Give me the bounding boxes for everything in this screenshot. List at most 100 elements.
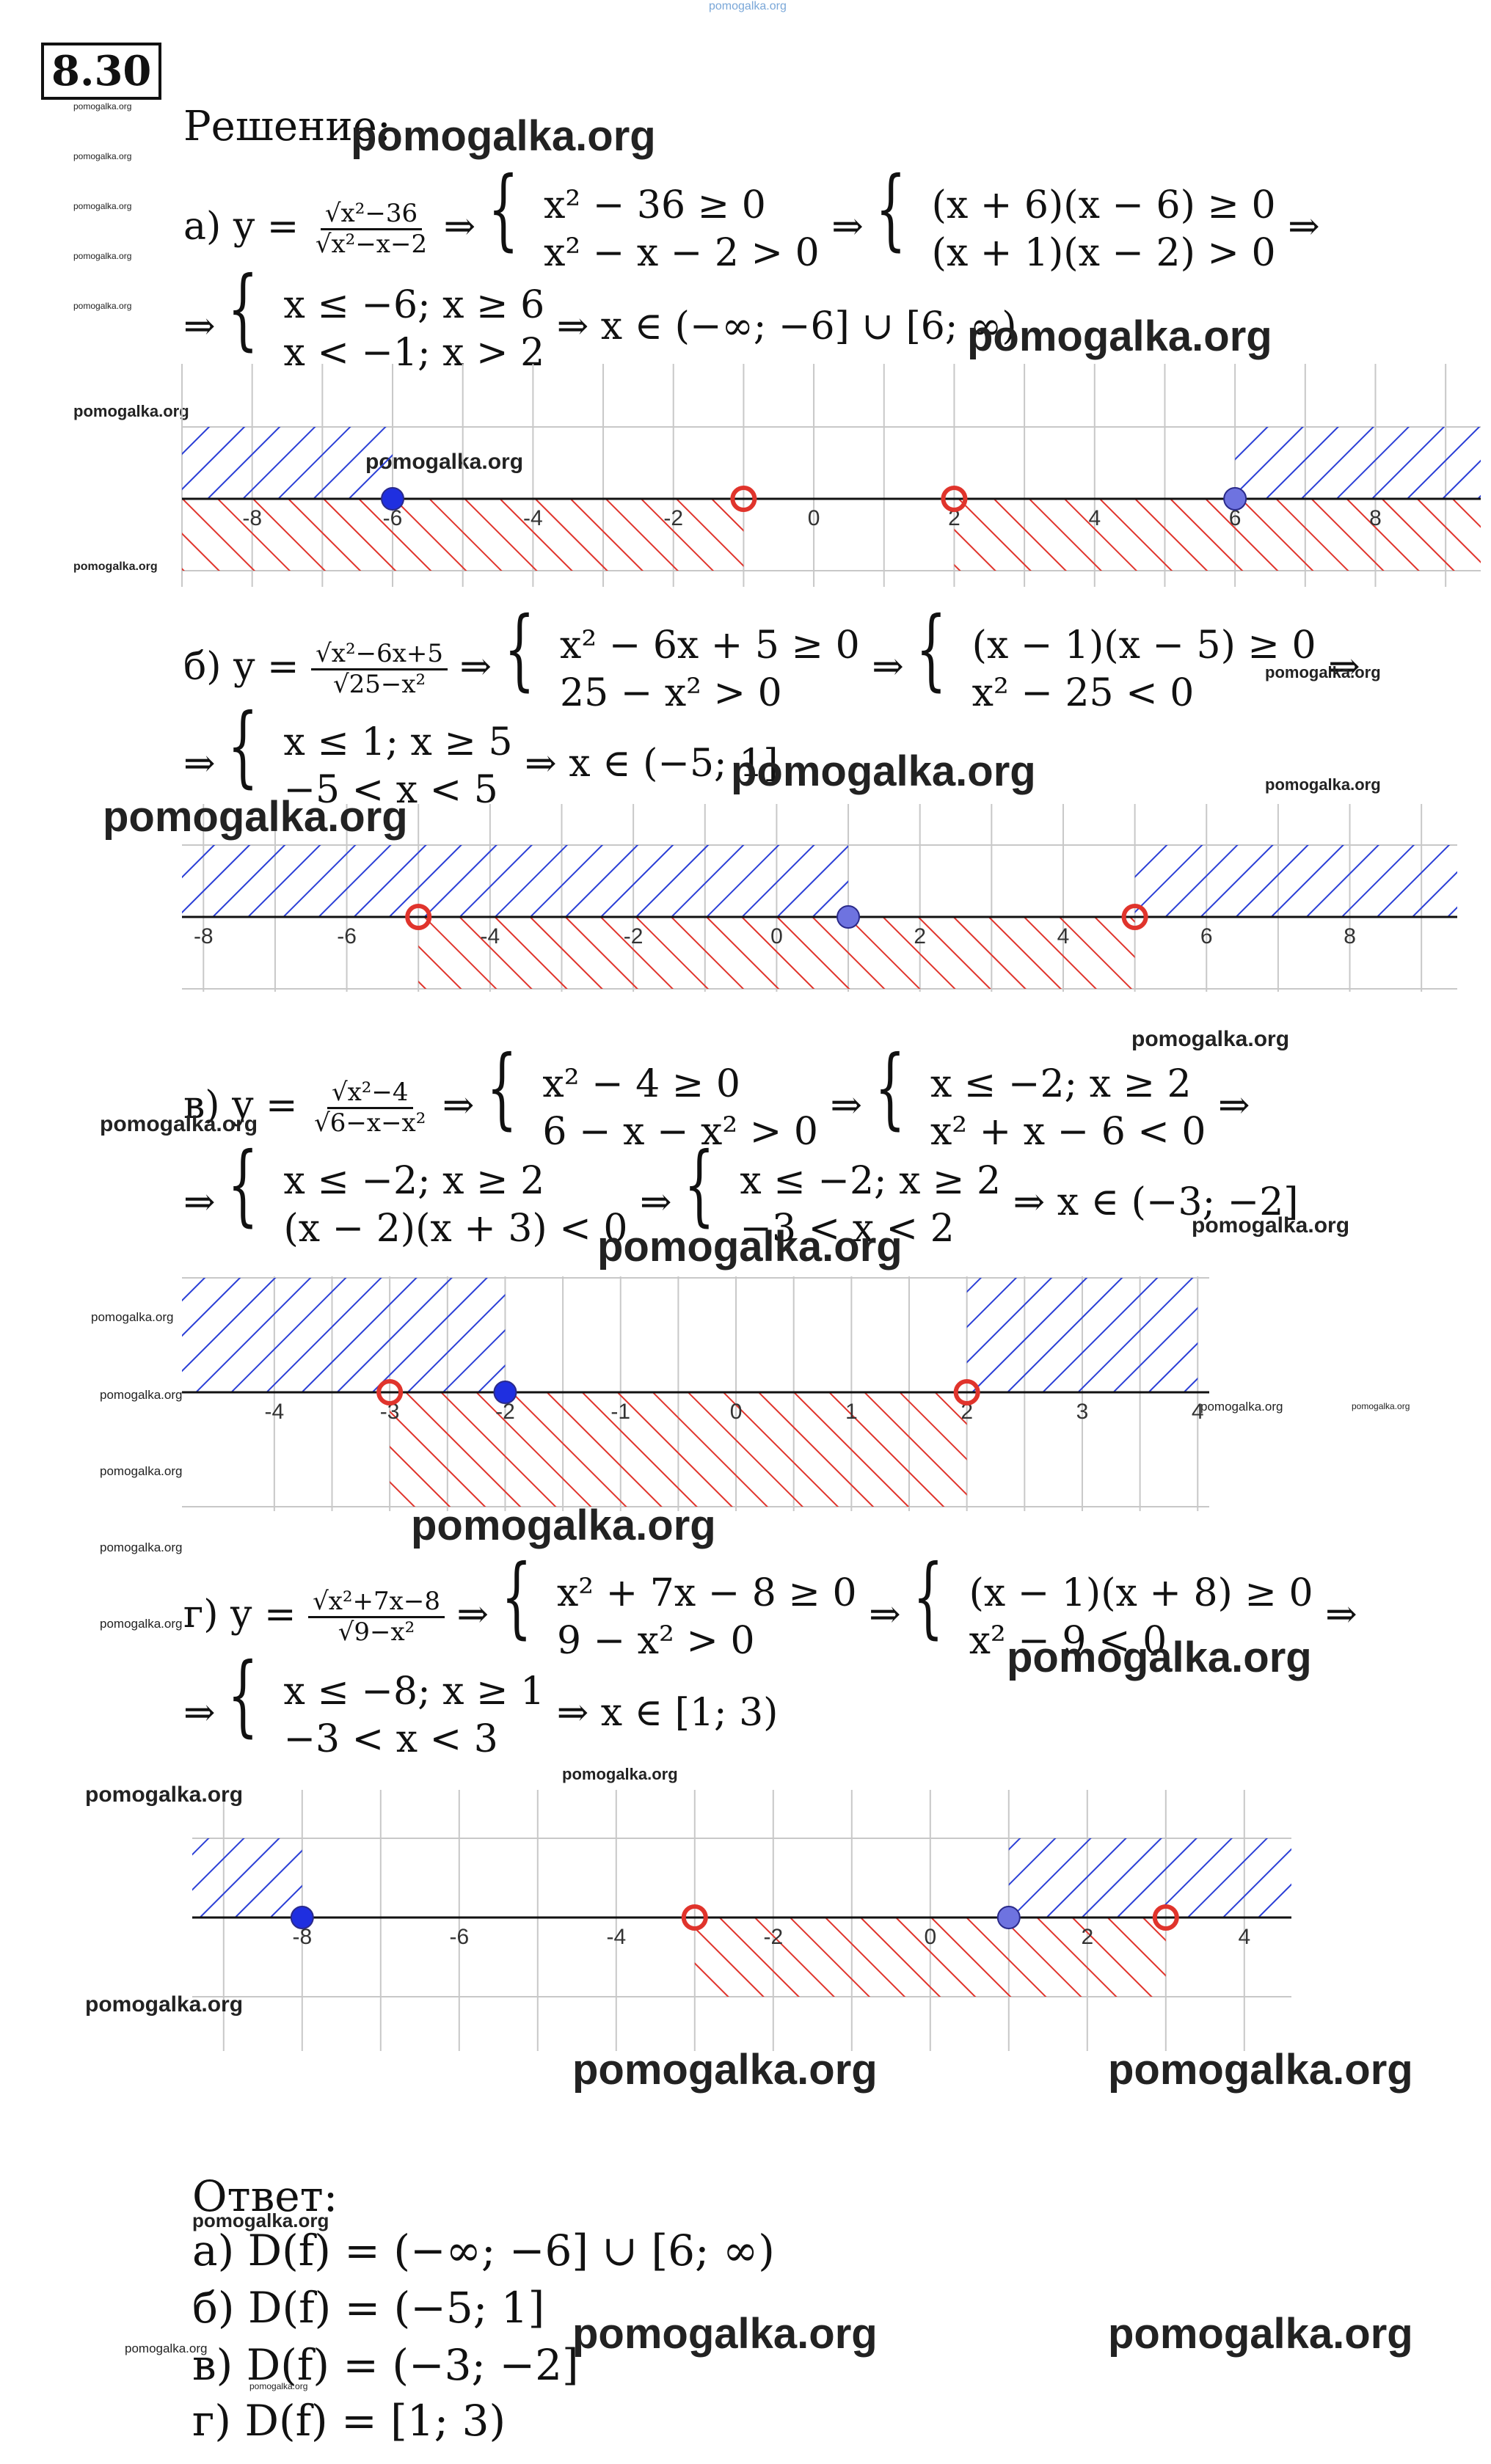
filled-point	[836, 905, 861, 929]
part-a-system-1: x² − 36 ≥ 0 x² − x − 2 > 0	[544, 183, 820, 275]
watermark: pomogalka.org	[1108, 2046, 1413, 2094]
tick-label: 8	[1369, 506, 1382, 530]
part-a-fraction: √x²−36 √x²−x−2	[311, 199, 431, 259]
watermark: pomogalka.org	[1265, 663, 1381, 681]
part-c-fraction: √x²−4 √6−x−x²	[314, 1077, 426, 1138]
part-d-fraction: √x²+7x−8 √9−x²	[308, 1587, 445, 1647]
part-d-system-2: (x − 1)(x + 8) ≥ 0 x² − 9 < 0	[969, 1571, 1313, 1663]
tick-label: 0	[770, 924, 783, 948]
tick-label: -4	[606, 1925, 626, 1949]
part-a-definition: а) y = √x²−36 √x²−x−2 ⇒ {x² − 36 ≥ 0 x² − …	[183, 166, 1320, 277]
watermark: pomogalka.org	[100, 1388, 183, 1402]
open-point	[405, 904, 432, 930]
denominator: √x²−x−2	[315, 230, 428, 259]
part-c-solution: ⇒ {x ≤ −2; x ≥ 2 (x − 2)(x + 3) < 0 ⇒ {x …	[183, 1141, 1299, 1253]
watermark: pomogalka.org	[73, 560, 158, 573]
tick-label: -4	[481, 924, 500, 948]
watermark: pomogalka.org	[100, 1617, 183, 1631]
watermark: pomogalka.org	[1352, 1401, 1410, 1411]
red-hatch-region	[390, 1392, 967, 1507]
filled-point	[381, 487, 405, 511]
part-a-result: ⇒ x ∈ (−∞; −6] ∪ [6; ∞)	[556, 304, 1017, 348]
watermark: pomogalka.org	[1108, 2310, 1413, 2358]
tick-label: -8	[242, 506, 262, 530]
part-b-result: ⇒ x ∈ (−5; 1]	[525, 742, 779, 786]
part-b-solution: ⇒ {x ≤ 1; x ≥ 5 −5 < x < 5 ⇒ x ∈ (−5; 1]	[183, 703, 778, 814]
tick-label: 8	[1344, 924, 1356, 948]
part-b-definition: б) y = √x²−6x+5 √25−x² ⇒ {x² − 6x + 5 ≥ 0…	[183, 606, 1360, 717]
tick-label: -4	[523, 506, 543, 530]
watermark: pomogalka.org	[572, 2046, 878, 2094]
part-c-result: ⇒ x ∈ (−3; −2]	[1013, 1180, 1299, 1224]
watermark: pomogalka.org	[100, 1540, 183, 1554]
answer-c: в) D(f) = (−3; −2]	[192, 2340, 579, 2390]
open-point	[681, 1904, 708, 1931]
part-a-system-2: (x + 6)(x − 6) ≥ 0 (x + 1)(x − 2) > 0	[931, 183, 1276, 275]
tick-label: -2	[624, 924, 644, 948]
watermark: pomogalka.org	[103, 793, 408, 841]
red-hatch-region	[418, 917, 1135, 989]
watermark: pomogalka.org	[1265, 775, 1381, 794]
tick-label: -1	[610, 1400, 630, 1424]
open-point	[1152, 1904, 1179, 1931]
watermark: pomogalka.org	[1192, 1213, 1350, 1238]
blue-hatch-region	[966, 1278, 1198, 1392]
watermark: pomogalka.org	[572, 2310, 878, 2358]
part-c-system-2: x ≤ −2; x ≥ 2 x² + x − 6 < 0	[930, 1061, 1206, 1154]
filled-point	[996, 1906, 1021, 1929]
watermark: pomogalka.org	[73, 402, 189, 420]
watermark: pomogalka.org	[91, 1310, 174, 1324]
tick-label: -2	[663, 506, 683, 530]
filled-point	[1223, 487, 1247, 511]
watermark: pomogalka.org	[1200, 1400, 1283, 1414]
part-b-system-3: x ≤ 1; x ≥ 5 −5 < x < 5	[283, 720, 513, 812]
tick-label: 1	[845, 1400, 858, 1424]
tick-label: 0	[924, 1925, 936, 1949]
tick-label: -4	[264, 1400, 284, 1424]
watermark: pomogalka.org	[100, 1464, 183, 1478]
part-d-label: г)	[183, 1593, 219, 1637]
watermark: pomogalka.org	[73, 201, 132, 211]
watermark: pomogalka.org	[100, 1112, 258, 1136]
watermark: pomogalka.org	[73, 101, 132, 111]
red-hatch-region	[182, 499, 744, 571]
open-point	[953, 1379, 980, 1405]
tick-label: 2	[948, 506, 960, 530]
watermark: pomogalka.org	[73, 151, 132, 161]
watermark: pomogalka.org	[85, 1783, 244, 1807]
part-c-label: в)	[183, 1083, 220, 1127]
watermark: pomogalka.org	[731, 747, 1036, 795]
tick-label: -6	[449, 1925, 469, 1949]
watermark: pomogalka.org	[1131, 1027, 1290, 1051]
numerator: √x²−36	[320, 199, 423, 230]
watermark: pomogalka.org	[85, 1992, 244, 2017]
watermark: pomogalka.org	[249, 2381, 308, 2391]
part-b-system-2: (x − 1)(x − 5) ≥ 0 x² − 25 < 0	[971, 623, 1316, 715]
red-hatch-region	[954, 499, 1481, 571]
tick-label: 2	[914, 924, 926, 948]
tick-label: 4	[1088, 506, 1101, 530]
answer-d: г) D(f) = [1; 3)	[192, 2396, 506, 2446]
tick-label: 4	[1057, 924, 1070, 948]
tick-label: 6	[1229, 506, 1242, 530]
tick-label: 2	[1081, 1925, 1093, 1949]
tick-label: 0	[808, 506, 820, 530]
watermark: pomogalka.org	[562, 1765, 678, 1783]
tick-label: 0	[730, 1400, 743, 1424]
part-d-solution: ⇒ {x ≤ −8; x ≥ 1 −3 < x < 3 ⇒ x ∈ [1; 3)	[183, 1652, 778, 1763]
watermark-top: pomogalka.org	[709, 0, 787, 12]
part-c-system-3: x ≤ −2; x ≥ 2 (x − 2)(x + 3) < 0	[283, 1158, 628, 1251]
part-d-result: ⇒ x ∈ [1; 3)	[556, 1691, 779, 1735]
part-b-system-1: x² − 6x + 5 ≥ 0 25 − x² > 0	[560, 623, 860, 715]
watermark: pomogalka.org	[411, 1502, 716, 1549]
watermark: pomogalka.org	[1007, 1634, 1312, 1681]
blue-hatch-region	[182, 845, 849, 917]
watermark: pomogalka.org	[597, 1223, 903, 1271]
watermark: pomogalka.org	[73, 251, 132, 261]
